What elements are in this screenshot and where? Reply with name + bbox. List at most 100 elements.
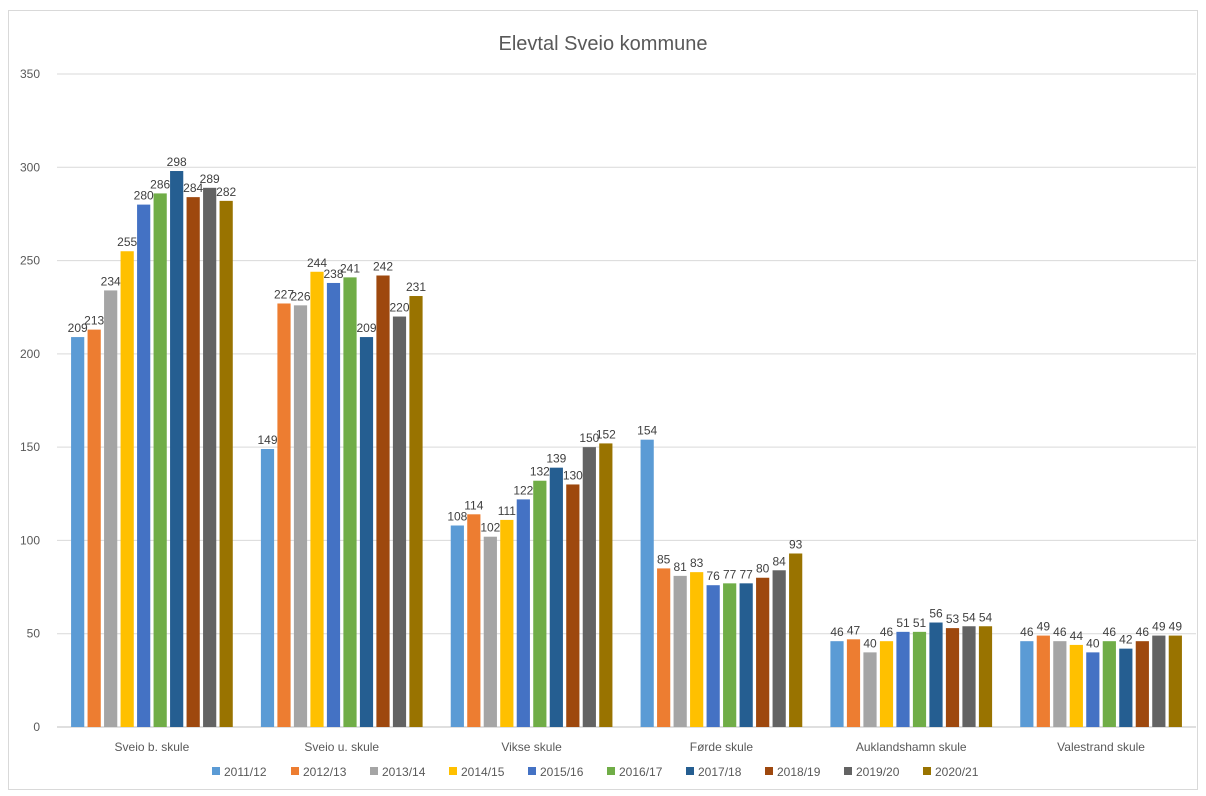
data-label: 242 — [373, 259, 393, 273]
legend: 2011/12 2012/13 2013/14 2014/15 2015/16 2016/… — [212, 765, 979, 779]
bar — [740, 583, 753, 727]
legend-swatch — [923, 767, 931, 775]
data-label: 130 — [563, 468, 583, 482]
data-label: 213 — [84, 314, 104, 328]
legend-item: 2011/12 — [212, 765, 267, 779]
bar — [789, 553, 802, 727]
bar — [773, 570, 786, 727]
legend-label: 2012/13 — [303, 765, 347, 779]
data-label: 77 — [739, 567, 753, 581]
category-label: Vikse skule — [501, 740, 562, 754]
bar — [1086, 652, 1099, 727]
data-label: 40 — [863, 636, 877, 650]
bar — [896, 632, 909, 727]
bar — [1037, 636, 1050, 727]
data-label: 298 — [167, 155, 187, 169]
data-label: 46 — [1103, 625, 1117, 639]
legend-item: 2019/20 — [844, 765, 900, 779]
data-label: 51 — [913, 616, 927, 630]
bar — [376, 275, 389, 727]
legend-label: 2017/18 — [698, 765, 742, 779]
bar — [674, 576, 687, 727]
y-tick-label: 300 — [20, 160, 40, 174]
bar — [500, 520, 513, 727]
data-label: 46 — [830, 625, 844, 639]
category-label: Førde skule — [690, 740, 754, 754]
bar — [1136, 641, 1149, 727]
bar — [880, 641, 893, 727]
bar — [1119, 649, 1132, 727]
legend-label: 2016/17 — [619, 765, 663, 779]
bar — [360, 337, 373, 727]
bar — [451, 526, 464, 727]
data-label: 220 — [389, 301, 409, 315]
data-label: 231 — [406, 280, 426, 294]
y-tick-label: 250 — [20, 254, 40, 268]
legend-swatch — [291, 767, 299, 775]
data-label: 114 — [464, 498, 483, 512]
legend-swatch — [449, 767, 457, 775]
bar — [533, 481, 546, 727]
data-label: 44 — [1070, 629, 1084, 643]
bar — [294, 305, 307, 727]
bars — [71, 171, 1182, 727]
data-label: 46 — [1136, 625, 1150, 639]
data-label: 234 — [101, 274, 121, 288]
data-label: 122 — [513, 483, 533, 497]
bar — [277, 303, 290, 727]
bar — [327, 283, 340, 727]
data-label: 85 — [657, 552, 671, 566]
data-labels: 2092132342552802862982842892821492272262… — [68, 155, 1183, 650]
bar — [220, 201, 233, 727]
bar — [962, 626, 975, 727]
legend-item: 2013/14 — [370, 765, 426, 779]
data-label: 49 — [1037, 620, 1051, 634]
data-label: 51 — [896, 616, 910, 630]
y-tick-label: 200 — [20, 347, 40, 361]
legend-swatch — [528, 767, 536, 775]
bar — [979, 626, 992, 727]
legend-label: 2020/21 — [935, 765, 979, 779]
bar — [1053, 641, 1066, 727]
legend-label: 2015/16 — [540, 765, 584, 779]
bar — [484, 537, 497, 727]
legend-swatch — [370, 767, 378, 775]
bar — [550, 468, 563, 727]
data-label: 226 — [290, 289, 310, 303]
data-label: 77 — [723, 567, 737, 581]
chart-title: Elevtal Sveio kommune — [499, 33, 708, 55]
bar — [830, 641, 843, 727]
legend-label: 2013/14 — [382, 765, 426, 779]
legend-item: 2012/13 — [291, 765, 347, 779]
bar — [1070, 645, 1083, 727]
data-label: 149 — [257, 433, 277, 447]
data-label: 286 — [150, 177, 170, 191]
data-label: 83 — [690, 556, 704, 570]
y-tick-label: 100 — [20, 533, 40, 547]
data-label: 93 — [789, 537, 803, 551]
data-label: 40 — [1086, 636, 1100, 650]
legend-swatch — [607, 767, 615, 775]
bar — [946, 628, 959, 727]
data-label: 47 — [847, 623, 861, 637]
data-label: 56 — [929, 607, 943, 621]
bar — [863, 652, 876, 727]
bar — [104, 290, 117, 727]
bar — [929, 623, 942, 727]
data-label: 154 — [637, 424, 657, 438]
legend-item: 2016/17 — [607, 765, 663, 779]
bar — [1152, 636, 1165, 727]
bar — [121, 251, 134, 727]
data-label: 209 — [356, 321, 376, 335]
bar — [71, 337, 84, 727]
y-axis-ticks: 050100150200250300350 — [20, 67, 40, 734]
data-label: 46 — [1053, 625, 1067, 639]
legend-swatch — [844, 767, 852, 775]
data-label: 54 — [979, 610, 993, 624]
data-label: 54 — [962, 610, 976, 624]
legend-label: 2014/15 — [461, 765, 505, 779]
bar — [409, 296, 422, 727]
legend-item: 2014/15 — [449, 765, 505, 779]
category-label: Auklandshamn skule — [856, 740, 967, 754]
